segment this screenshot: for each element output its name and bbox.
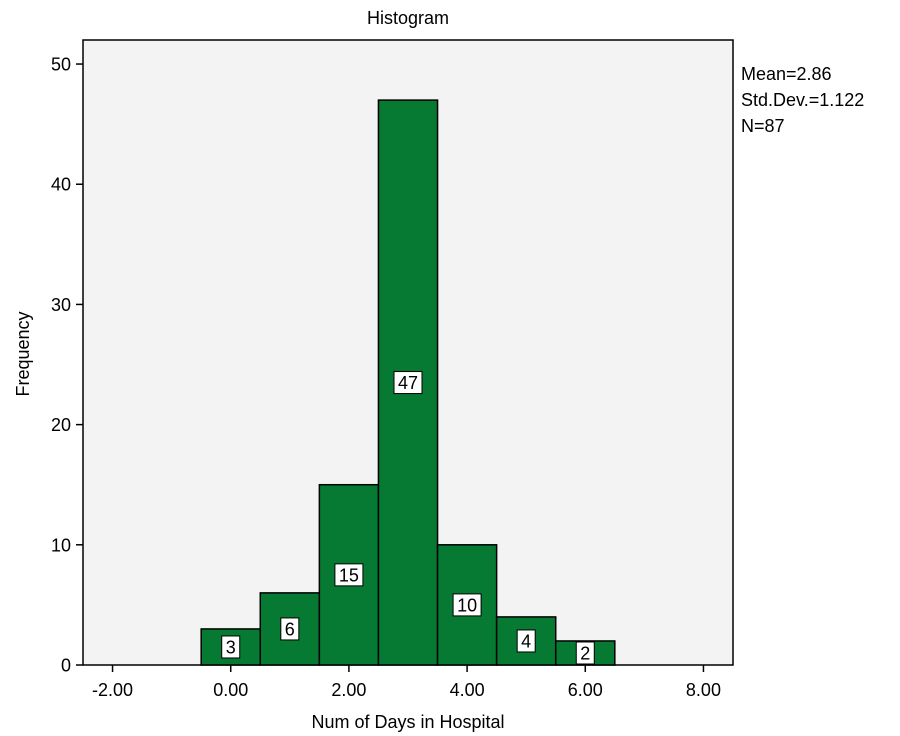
bar-labels-group: 3 6 15 47 10 4 2 <box>221 371 595 665</box>
y-tick-label: 10 <box>51 535 71 555</box>
bar-value-label: 10 <box>457 595 477 615</box>
x-tick-label: 4.00 <box>450 680 485 700</box>
x-tick-label: 8.00 <box>686 680 721 700</box>
bar-value-label-box <box>334 563 364 587</box>
stats-n: N=87 <box>741 116 785 136</box>
x-tick-label: 2.00 <box>331 680 366 700</box>
bar-value-label: 3 <box>226 637 236 657</box>
x-tick-label: -2.00 <box>92 680 133 700</box>
bar-value-label: 4 <box>521 631 531 651</box>
y-axis-label: Frequency <box>13 311 33 396</box>
bars-group <box>200 99 616 666</box>
bar-value-label: 2 <box>580 643 590 663</box>
y-tick-label: 30 <box>51 295 71 315</box>
bar-value-label-box <box>452 593 482 617</box>
bar-value-label-box <box>393 371 423 395</box>
bar-value-label-box <box>280 617 300 641</box>
bar-value-label: 47 <box>398 373 418 393</box>
bar-value-label-box <box>575 641 595 665</box>
chart-title: Histogram <box>367 8 449 28</box>
x-axis-label: Num of Days in Hospital <box>311 712 504 732</box>
y-tick-label: 40 <box>51 175 71 195</box>
bar-value-label: 15 <box>339 565 359 585</box>
stats-mean: Mean=2.86 <box>741 64 832 84</box>
y-axis-ticks: 0 10 20 30 40 50 <box>51 55 83 676</box>
bar-value-label: 6 <box>285 619 295 639</box>
bar-value-label-box <box>221 635 241 659</box>
y-tick-label: 20 <box>51 415 71 435</box>
x-tick-label: 0.00 <box>213 680 248 700</box>
x-axis-ticks: -2.00 0.00 2.00 4.00 6.00 8.00 <box>92 665 721 700</box>
stats-std-dev: Std.Dev.=1.122 <box>741 90 864 110</box>
x-tick-label: 6.00 <box>568 680 603 700</box>
y-tick-label: 50 <box>51 55 71 75</box>
bar-value-label-box <box>516 629 536 653</box>
y-tick-label: 0 <box>61 656 71 676</box>
